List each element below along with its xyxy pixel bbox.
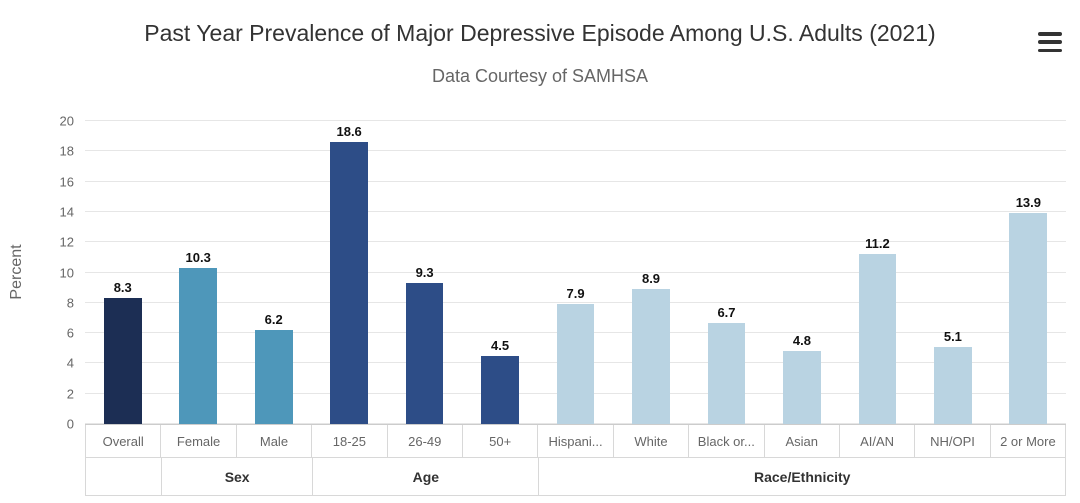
bars: 8.3 10.3 6.2 18.6 9.3 4.5 7.9 8.9 6.7 4.8 11.2 5.1 1… (85, 121, 1066, 424)
y-axis-ticks: 0 2 4 6 8 10 12 14 16 18 20 (0, 114, 74, 432)
category-label-2-or-more: 2 or More (989, 425, 1067, 457)
bar-slot: 13.9 (991, 121, 1066, 424)
chart-context-menu-button[interactable] (1038, 32, 1062, 52)
category-label-black-or: Black or... (688, 425, 763, 457)
bar-value-label: 13.9 (1015, 195, 1042, 211)
category-label-hispani: Hispani... (537, 425, 612, 457)
y-tick-label: 10 (59, 265, 74, 280)
bar-nh-opi[interactable] (934, 346, 972, 424)
group-label-blank (85, 458, 161, 495)
bar-value-label: 7.9 (566, 286, 585, 302)
chart-subtitle: Data Courtesy of SAMHSA (431, 66, 649, 86)
category-label-26-49: 26-49 (386, 425, 462, 457)
bar-value-label: 4.5 (491, 337, 510, 353)
bar-value-label: 8.3 (113, 280, 132, 296)
gridline (85, 210, 1066, 212)
bar-2-or-more[interactable] (1009, 213, 1048, 424)
bar-female[interactable] (179, 267, 218, 424)
bar-value-label: 5.1 (943, 328, 962, 344)
bar-slot: 4.8 (764, 121, 839, 424)
bar-slot: 10.3 (160, 121, 235, 424)
gridline (85, 180, 1066, 182)
gridline (85, 301, 1066, 303)
y-tick-label: 2 (66, 386, 74, 402)
bar-value-label: 6.2 (264, 312, 283, 328)
bar-slot: 11.2 (840, 121, 915, 424)
gridline (85, 241, 1066, 243)
y-tick-label: 14 (59, 204, 74, 220)
y-tick-label: 4 (66, 355, 74, 371)
bar-slot: 4.5 (462, 121, 537, 424)
category-label-overall: Overall (85, 425, 160, 457)
bar-value-label: 9.3 (415, 265, 434, 281)
category-label-ai-an: AI/AN (838, 425, 914, 457)
group-axis: Sex Age Race/Ethnicity (85, 457, 1066, 496)
category-label-female: Female (160, 425, 235, 457)
category-label-white: White (612, 425, 688, 457)
bar-slot: 6.2 (236, 121, 311, 424)
bar-white[interactable] (632, 289, 670, 424)
bar-value-label: 18.6 (336, 124, 362, 140)
bar-value-label: 11.2 (865, 236, 890, 252)
bar-slot: 8.9 (613, 121, 688, 424)
y-tick-label: 20 (59, 113, 74, 129)
bar-slot: 18.6 (311, 121, 386, 424)
category-label-18-25: 18-25 (311, 425, 386, 457)
bar-hispani[interactable] (556, 304, 595, 424)
bar-value-label: 8.9 (641, 271, 661, 287)
bar-overall[interactable] (103, 298, 142, 424)
category-label-nh-opi: NH/OPI (914, 425, 989, 457)
bar-value-label: 6.7 (717, 304, 736, 320)
category-label-asian: Asian (763, 425, 839, 457)
plot-area: 8.3 10.3 6.2 18.6 9.3 4.5 7.9 8.9 6.7 4.8 11.2 5.1 1… (85, 120, 1066, 424)
y-tick-label: 8 (66, 295, 74, 311)
bar-value-label: 10.3 (185, 249, 211, 265)
hamburger-menu-icon (1038, 32, 1062, 52)
bar-50[interactable] (481, 355, 519, 424)
y-tick-label: 16 (59, 174, 74, 190)
bar-asian[interactable] (783, 351, 821, 424)
bar-slot: 5.1 (915, 121, 990, 424)
bar-black-or[interactable] (707, 322, 746, 424)
bar-slot: 9.3 (387, 121, 462, 424)
y-tick-label: 0 (66, 416, 74, 432)
bar-value-label: 4.8 (792, 333, 811, 349)
bar-slot: 7.9 (538, 121, 613, 424)
y-tick-label: 18 (59, 143, 74, 159)
group-label-race-ethnicity: Race/Ethnicity (538, 458, 1066, 495)
gridline (85, 120, 1066, 121)
bar-slot: 6.7 (689, 121, 764, 424)
group-label-sex: Sex (161, 458, 312, 495)
chart-title: Past Year Prevalence of Major Depressive… (144, 20, 936, 46)
bar-26-49[interactable] (405, 283, 444, 424)
bar-slot: 8.3 (85, 121, 160, 424)
bar-18-25[interactable] (330, 142, 368, 424)
category-label-50: 50+ (461, 425, 537, 457)
y-tick-label: 12 (59, 234, 74, 250)
y-tick-label: 6 (66, 325, 74, 341)
group-label-age: Age (312, 458, 538, 495)
category-axis: Overall Female Male 18-25 26-49 50+ Hispani...… (85, 424, 1067, 457)
bar-male[interactable] (254, 330, 293, 424)
gridline (85, 150, 1066, 152)
gridline (85, 271, 1066, 273)
bar-ai-an[interactable] (858, 254, 897, 424)
category-label-male: Male (235, 425, 311, 457)
